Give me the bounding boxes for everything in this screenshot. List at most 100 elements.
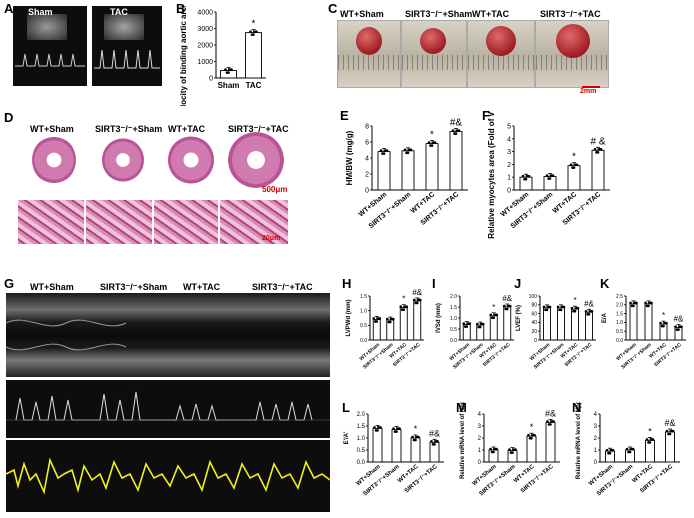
chart-b-point (250, 33, 254, 36)
chart-n-sig: * (648, 426, 652, 436)
photo-label-4: SIRT3⁻/⁻+TAC (540, 9, 601, 19)
chart-e-point (451, 129, 455, 132)
chart-m-ytick-label: 0 (478, 460, 482, 466)
chart-b-xtick-label: Sham (218, 81, 240, 90)
chart-f-point (523, 177, 526, 181)
chart-h-point (372, 317, 376, 320)
chart-j-bar (557, 307, 565, 341)
chart-h-ytick-label: 0.5 (360, 323, 367, 329)
chart-j-bar (543, 307, 551, 341)
chart-b-point (225, 71, 229, 74)
chart-j-point (584, 309, 588, 313)
chart-e-point (429, 144, 432, 147)
chart-b-point (228, 68, 232, 71)
chart-l-point (415, 435, 419, 439)
tissue-doppler-strip (5, 440, 331, 512)
chart-i-ytick-label: 1.5 (450, 305, 457, 311)
chart-f-sig: * (572, 152, 576, 163)
chart-n-point (630, 447, 633, 451)
chart-l-ytick-label: 1.0 (357, 436, 366, 442)
chart-b-ytick-label: 3000 (197, 26, 213, 33)
chart-k-point (678, 325, 682, 328)
chart-e-ytick-label: 2 (365, 171, 369, 178)
chart-n-point (647, 441, 650, 444)
chart-i-point (480, 322, 484, 326)
chart-e-point (432, 141, 435, 144)
chart-l-point (431, 443, 435, 446)
chart-l-bar (391, 429, 402, 463)
he-section-2 (102, 138, 144, 182)
chart-f-point (593, 148, 597, 151)
chart-l: E'/A'0.00.51.01.52.0WT+ShamSIRT3⁻/⁻+Sham… (344, 412, 444, 497)
chart-j-ytick-label: 20 (531, 329, 537, 335)
chart-b-point (224, 68, 227, 71)
chart-j-point (542, 305, 546, 309)
chart-m-point (509, 451, 513, 454)
chart-i-point (490, 316, 494, 320)
chart-e-sig: #& (450, 118, 463, 129)
chart-m-point (550, 420, 554, 423)
chart-k-ylabel: E/A (602, 312, 608, 323)
chart-h-bar (399, 307, 408, 341)
chart-l-point (374, 429, 378, 432)
photo-scalebar-line (582, 86, 600, 88)
chart-f-ytick-label: 0 (507, 187, 511, 194)
chart-f-ylabel: Relative myocytes area (Fold of WT-Sham) (487, 112, 496, 239)
chart-h-point (387, 320, 391, 324)
panel-d-letter: D (4, 110, 14, 125)
chart-h: LVPWd (mm)0.00.51.01.5WT+ShamSIRT3⁻/⁻+Sh… (346, 288, 424, 371)
histo-label-2: SIRT3⁻/⁻+Sham (95, 124, 163, 134)
chart-l-ytick-label: 1.5 (357, 424, 366, 430)
chart-k-point (633, 301, 637, 305)
histo-tile-3 (154, 200, 218, 244)
chart-j-point (575, 306, 578, 310)
chart-n-ytick-label: 2 (594, 436, 598, 442)
chart-n-bar (665, 431, 675, 463)
chart-f: Relative myocytes area (Fold of WT-Sham)… (487, 112, 610, 239)
chart-m-point (528, 436, 532, 440)
heart-photo-1 (337, 20, 401, 88)
histo-scalebar-top: 500μm (262, 185, 288, 194)
chart-f-point (571, 166, 574, 169)
chart-j-ylabel: LVEF (%) (516, 305, 522, 331)
panel-j-letter: J (514, 276, 522, 291)
chart-n-ytick-label: 1 (594, 448, 598, 454)
chart-m-xtick-label: SIRT3⁻/⁻+Sham (479, 464, 517, 497)
chart-k-point (648, 301, 652, 305)
chart-f-bar (591, 149, 605, 191)
chart-i-bar (476, 324, 485, 341)
chart-m-bar (545, 421, 556, 463)
histo-tile-1 (18, 200, 84, 244)
chart-m-bar (526, 435, 537, 463)
chart-f-xtick-label: SIRT3⁻/⁻+Sham (510, 191, 555, 230)
echo-m-label-2: SIRT3⁻/⁻+Sham (100, 282, 168, 292)
panel-b-letter: B (176, 1, 186, 16)
chart-e-point (453, 132, 456, 135)
chart-e: HM/BW (mg/g)02468WT+ShamSIRT3⁻/⁻+Sham*WT… (345, 118, 468, 230)
chart-h-ytick-label: 1.5 (360, 294, 367, 300)
chart-e-bar (425, 143, 439, 191)
chart-n-point (665, 429, 669, 433)
chart-f-ytick-label: 5 (507, 123, 511, 130)
doppler-trace-sham (15, 53, 85, 67)
chart-l-xtick-label: SIRT3⁻/⁻+Sham (363, 464, 401, 497)
chart-m-ytick-label: 1 (478, 448, 482, 454)
panel-k-letter: K (600, 276, 610, 291)
tissue-doppler-waves (5, 457, 331, 495)
chart-j-point (586, 312, 589, 316)
chart-i-ytick-label: 2.0 (450, 294, 457, 300)
chart-i-point (477, 325, 481, 329)
chart-l-point (373, 426, 376, 429)
chart-l-bar (372, 427, 383, 463)
chart-j-point (589, 309, 592, 313)
chart-k-bar (659, 323, 668, 341)
chart-i-ylabel: IVSd (mm) (436, 303, 442, 333)
chart-h-point (400, 308, 404, 312)
echo-m-label-3: WT+TAC (183, 282, 221, 292)
chart-h-point (412, 298, 416, 302)
chart-j-point (544, 308, 547, 312)
chart-b-ytick-label: 0 (209, 75, 213, 82)
chart-m-point (490, 450, 494, 454)
chart-f-ytick-label: 1 (507, 175, 511, 182)
chart-k-point (663, 321, 667, 325)
